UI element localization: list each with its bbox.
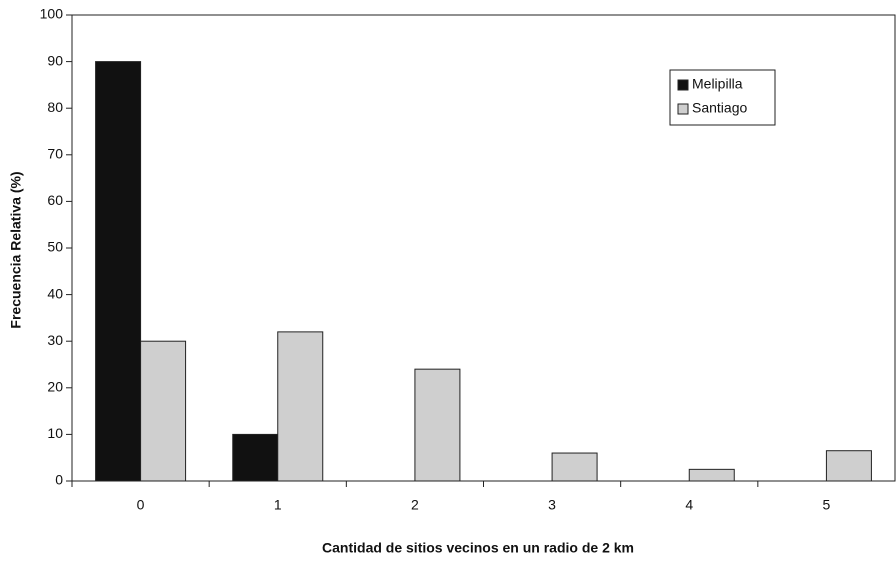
bar (551, 452, 598, 482)
legend-swatch (677, 103, 689, 115)
y-tick-label: 100 (40, 6, 64, 22)
legend-label: Melipilla (692, 76, 743, 92)
legend-label: Santiago (692, 100, 747, 116)
y-tick-label: 40 (47, 285, 63, 301)
y-tick-label: 60 (47, 192, 63, 208)
x-tick-label: 3 (548, 497, 556, 513)
x-tick-label: 2 (411, 497, 419, 513)
y-tick-label: 0 (55, 472, 63, 488)
x-tick-label: 4 (685, 497, 693, 513)
x-tick-label: 1 (274, 497, 282, 513)
y-tick-label: 70 (47, 146, 63, 162)
y-tick-label: 10 (47, 425, 63, 441)
bar (825, 450, 872, 482)
y-tick-label: 90 (47, 52, 63, 68)
y-axis-label: Frecuencia Relativa (%) (8, 171, 24, 328)
y-tick-label: 20 (47, 379, 63, 395)
bar (688, 468, 735, 482)
y-tick-label: 50 (47, 239, 63, 255)
x-axis-label: Cantidad de sitios vecinos en un radio d… (322, 540, 634, 556)
legend-box (669, 69, 776, 126)
x-tick-label: 5 (823, 497, 831, 513)
y-tick-label: 30 (47, 332, 63, 348)
bar (95, 61, 142, 482)
bar (277, 331, 324, 482)
x-tick-label: 0 (137, 497, 145, 513)
legend-swatch (677, 79, 689, 91)
bar (232, 433, 279, 482)
y-tick-label: 80 (47, 99, 63, 115)
bar (414, 368, 461, 482)
bar (140, 340, 187, 482)
